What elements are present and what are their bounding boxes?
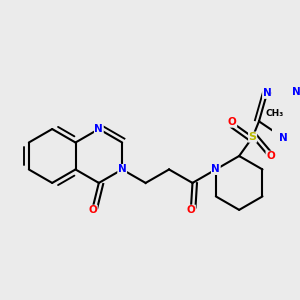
Text: N: N — [262, 88, 272, 98]
Text: O: O — [187, 205, 195, 215]
Text: O: O — [228, 117, 237, 127]
Text: N: N — [118, 164, 127, 175]
Text: S: S — [249, 132, 256, 142]
Text: N: N — [279, 133, 287, 143]
Text: N: N — [212, 164, 220, 175]
Text: N: N — [94, 124, 103, 134]
Text: N: N — [292, 87, 300, 97]
Text: CH₃: CH₃ — [266, 109, 284, 118]
Text: O: O — [266, 151, 275, 161]
Text: O: O — [88, 205, 97, 215]
